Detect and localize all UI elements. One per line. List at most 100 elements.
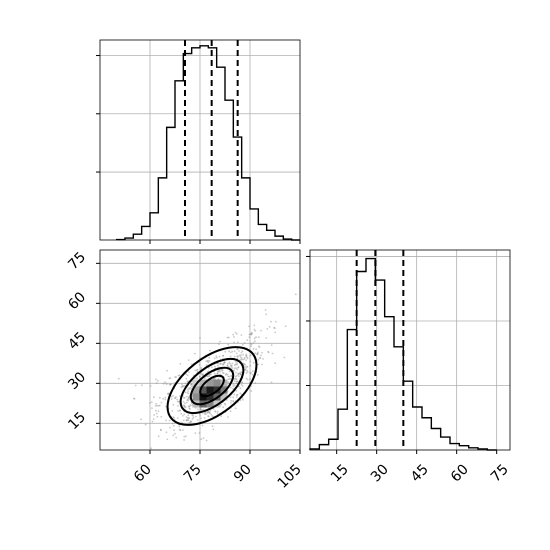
scatter-point [174,376,177,378]
scatter-point [198,364,201,366]
scatter-point [162,397,165,400]
scatter-point [233,393,236,396]
scatter-point [231,366,234,368]
scatter-point [182,404,185,407]
scatter-point [133,397,136,400]
scatter-point [244,366,246,368]
scatter-point [177,410,179,412]
scatter-point [188,407,191,410]
scatter-point [255,348,257,351]
scatter-point [229,355,232,358]
scatter-point [265,313,267,316]
scatter-point [150,401,153,404]
scatter-point [213,357,216,360]
scatter-point [175,396,177,398]
scatter-point [257,363,260,366]
scatter-point [199,413,201,415]
scatter-point [183,413,186,416]
scatter-point [177,374,180,377]
scatter-point [235,377,237,380]
scatter-point [264,309,267,311]
scatter-point [160,416,163,418]
scatter-point [257,359,260,361]
scatter-point [199,408,202,411]
scatter-point [248,333,251,336]
scatter-point [182,385,184,388]
histogram-step-line [115,45,300,241]
scatter-point [149,385,152,387]
scatter-point [218,355,221,358]
x-tick-label-75: 75 [181,462,205,486]
scatter-point [155,402,158,405]
scatter-point [192,414,194,417]
scatter-point [219,370,222,373]
scatter-point [255,336,257,338]
scatter-point [152,418,155,420]
scatter-point [176,400,179,403]
scatter-point [162,382,165,385]
scatter-point [198,432,201,434]
scatter-point [240,354,242,356]
scatter-point [283,356,286,359]
scatter-point [273,326,275,329]
scatter-point [174,397,177,399]
scatter-point [240,356,243,359]
scatter-point [210,413,213,416]
scatter-point [251,373,254,376]
x-tick-label-30: 30 [368,462,392,486]
scatter-point [219,363,222,365]
scatter-point [141,384,143,387]
scatter-point [155,409,157,412]
scatter-point [253,337,256,340]
scatter-point [184,406,187,408]
scatter-point [250,343,253,346]
scatter-point [176,398,179,401]
scatter-point [233,355,236,358]
scatter-point [194,415,197,418]
scatter-point [171,422,174,425]
scatter-point [133,397,135,400]
scatter-point [248,336,251,339]
scatter-point [185,416,188,418]
scatter-point [231,387,234,390]
scatter-point [250,345,253,347]
scatter-point [196,419,199,421]
scatter-point [227,416,229,418]
x-tick-label-45: 45 [408,462,432,486]
scatter-point [224,350,227,353]
scatter-point [215,355,218,357]
scatter-point [236,348,239,351]
scatter-point [188,406,191,408]
scatter-point [172,403,175,406]
scatter-point [209,412,211,415]
scatter-point [246,339,249,341]
scatter-point [216,372,219,375]
scatter-point [165,383,168,385]
scatter-point [207,361,210,364]
scatter-point [207,366,210,369]
scatter-point [190,384,192,386]
scatter-point [254,340,256,342]
scatter-point [178,425,181,428]
scatter-point [230,364,233,367]
scatter-point [187,397,190,400]
scatter-point [250,390,253,392]
scatter-point [172,416,175,419]
scatter-point [203,413,206,415]
scatter-point [223,361,226,364]
scatter-point [222,363,225,365]
scatter-point [149,402,151,404]
scatter-point [155,382,158,384]
scatter-point [184,382,187,385]
scatter-point [187,359,190,361]
scatter-point [212,428,215,431]
scatter-point [239,387,242,390]
scatter-point [191,385,193,388]
scatter-point [239,372,242,375]
scatter-point [185,395,188,398]
contour-outermost [166,346,258,426]
scatter-point [231,350,234,353]
scatter-point [151,420,154,423]
scatter-point [209,373,211,376]
scatter-point [173,397,176,399]
